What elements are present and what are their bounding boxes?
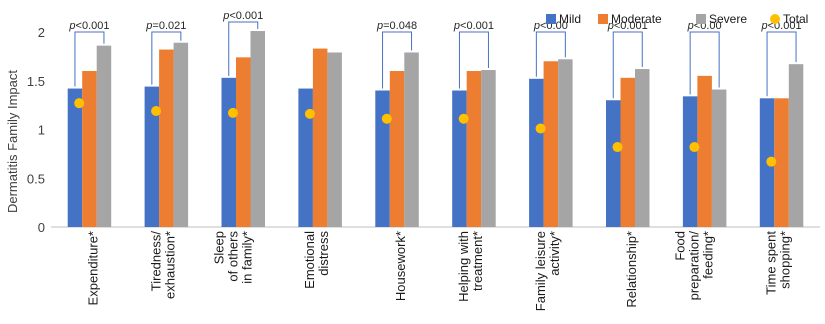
total-marker-1 (151, 105, 162, 116)
category-label-2: Sleepof othersin family* (211, 231, 254, 284)
svg-text:Housework*: Housework* (393, 231, 408, 301)
pvalue-bracket-2 (228, 21, 259, 76)
bar-moderate-6 (543, 61, 559, 227)
legend-swatch-mild (546, 14, 556, 24)
bar-moderate-9 (774, 98, 789, 227)
pvalue-label-0: p<0.001 (68, 20, 109, 32)
legend-swatch-moderate (598, 14, 608, 24)
pvalue-bracket-5 (458, 31, 489, 89)
bar-mild-8 (682, 96, 698, 227)
legend-label-moderate: Moderate (611, 12, 662, 26)
svg-text:Expenditure*: Expenditure* (85, 231, 100, 305)
y-axis-label: Dermatitis Family Impact (5, 70, 20, 213)
legend-label-mild: Mild (559, 12, 581, 26)
bar-mild-7 (606, 100, 621, 227)
category-label-0: Expenditure* (85, 231, 100, 305)
pvalue-bracket-7 (612, 31, 643, 99)
bar-mild-4 (375, 90, 390, 227)
pvalue-bracket-4 (382, 31, 413, 89)
pvalue-label-7: p<0.001 (607, 20, 648, 32)
bar-moderate-4 (389, 71, 405, 227)
bar-moderate-7 (620, 77, 635, 227)
y-tick-label: 2 (38, 25, 45, 40)
svg-text:Family leisureactivity*: Family leisureactivity* (533, 231, 562, 311)
bar-moderate-1 (159, 49, 174, 227)
pvalue-label-4: p=0.048 (376, 20, 417, 32)
bar-moderate-8 (697, 75, 712, 227)
legend-swatch-severe (696, 14, 706, 24)
svg-text:Sleepof othersin family*: Sleepof othersin family* (211, 231, 254, 284)
total-marker-9 (766, 156, 777, 167)
bar-severe-1 (173, 42, 189, 227)
pvalue-bracket-1 (151, 31, 182, 85)
bar-severe-8 (711, 89, 727, 228)
bar-mild-1 (144, 86, 160, 227)
y-tick-label: 1 (38, 123, 45, 138)
category-label-6: Family leisureactivity* (533, 231, 562, 311)
total-marker-7 (612, 142, 623, 153)
svg-text:Relationship*: Relationship* (624, 231, 639, 308)
total-marker-3 (304, 108, 315, 119)
pvalue-label-2: p<0.001 (222, 10, 263, 22)
bar-severe-6 (558, 59, 573, 227)
y-tick-label: 0 (38, 220, 45, 235)
bar-severe-7 (635, 69, 650, 227)
bar-moderate-3 (312, 48, 328, 228)
legend-swatch-total (770, 14, 780, 24)
svg-text:Tiredness/exhaustion*: Tiredness/exhaustion* (148, 231, 177, 299)
pvalue-bracket-9 (766, 31, 797, 97)
svg-text:Time spentshopping*: Time spentshopping* (764, 231, 793, 295)
category-label-3: Emotionaldistress (302, 231, 331, 289)
bar-mild-3 (298, 88, 313, 227)
total-marker-8 (689, 142, 700, 153)
pvalue-label-5: p<0.001 (453, 20, 494, 32)
legend-label-total: Total (783, 12, 808, 26)
bar-severe-4 (404, 52, 419, 227)
svg-text:Foodpreparation/feeding*: Foodpreparation/feeding* (673, 231, 716, 301)
total-marker-0 (74, 98, 85, 109)
y-tick-label: 1.5 (27, 74, 45, 89)
category-label-7: Relationship* (624, 231, 639, 308)
category-label-5: Helping withtreatment* (456, 231, 485, 302)
bar-severe-9 (788, 64, 804, 227)
bar-moderate-5 (466, 71, 482, 227)
pvalue-bracket-0 (74, 31, 105, 87)
total-marker-6 (535, 123, 546, 134)
y-tick-label: 0.5 (27, 171, 45, 186)
bar-severe-3 (327, 52, 342, 227)
category-label-1: Tiredness/exhaustion* (148, 231, 177, 299)
bar-severe-2 (250, 31, 265, 228)
total-marker-5 (458, 113, 469, 124)
category-label-4: Housework* (393, 231, 408, 301)
bar-moderate-2 (236, 57, 251, 227)
bar-moderate-0 (82, 71, 97, 227)
total-marker-4 (381, 113, 392, 124)
bar-severe-5 (481, 70, 496, 228)
bar-mild-6 (529, 78, 544, 227)
bar-mild-0 (67, 88, 83, 227)
svg-text:Emotionaldistress: Emotionaldistress (302, 231, 331, 289)
bar-mild-5 (452, 90, 467, 227)
category-label-9: Time spentshopping* (764, 231, 793, 295)
pvalue-label-1: p=0.021 (145, 20, 186, 32)
legend-label-severe: Severe (709, 12, 747, 26)
total-marker-2 (228, 107, 238, 118)
bar-mild-2 (221, 77, 236, 227)
pvalue-bracket-8 (689, 31, 720, 95)
category-label-8: Foodpreparation/feeding* (673, 231, 716, 301)
bar-severe-0 (96, 45, 112, 228)
svg-text:Helping withtreatment*: Helping withtreatment* (456, 231, 485, 302)
pvalue-bracket-6 (535, 31, 566, 77)
